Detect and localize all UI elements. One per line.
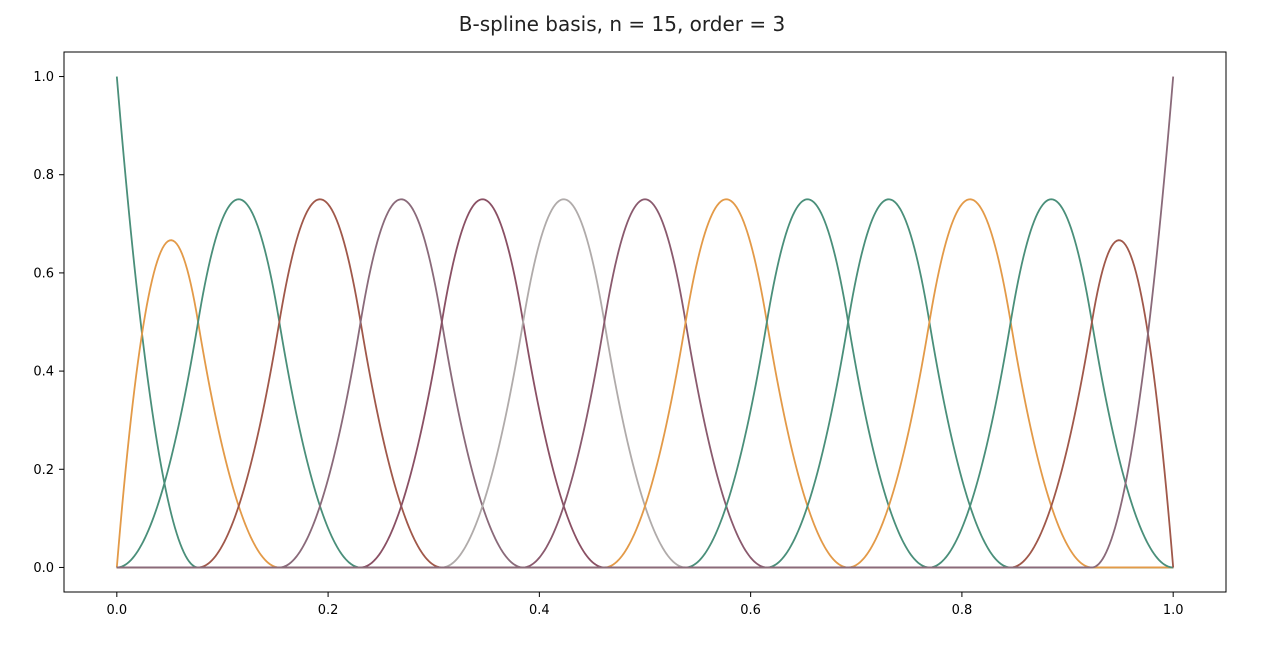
- y-tick-label: 0.8: [33, 168, 54, 183]
- basis-curve-6: [116, 198, 1174, 569]
- y-tick-label: 0.0: [33, 561, 54, 576]
- x-tick-label: 0.8: [952, 603, 973, 618]
- y-tick-label: 1.0: [33, 70, 54, 85]
- x-tick-label: 0.4: [529, 603, 550, 618]
- basis-curve-13: [116, 239, 1175, 569]
- y-tick-label: 0.2: [33, 463, 54, 478]
- basis-curve-10: [116, 198, 1174, 569]
- x-axis-ticks: 0.0 0.2 0.4 0.6 0.8 1.0: [106, 592, 1184, 618]
- y-tick-label: 0.6: [33, 266, 54, 281]
- basis-curve-12: [116, 198, 1174, 569]
- basis-curve-8: [116, 198, 1174, 569]
- axes-frame: [63, 51, 1227, 593]
- basis-curve-2: [116, 198, 1174, 569]
- basis-curve-5: [116, 198, 1174, 569]
- basis-curve-4: [116, 198, 1174, 569]
- basis-curve-0: [115, 76, 1174, 569]
- x-tick-label: 0.2: [318, 603, 339, 618]
- chart-title: B-spline basis, n = 15, order = 3: [458, 12, 786, 36]
- x-tick-label: 0.0: [106, 603, 127, 618]
- basis-curve-3: [116, 198, 1174, 569]
- y-axis-ticks: 0.0 0.2 0.4 0.6 0.8 1.0: [33, 70, 64, 576]
- basis-curves: [115, 76, 1175, 569]
- x-tick-label: 0.6: [740, 603, 761, 618]
- basis-curve-1: [115, 239, 1174, 569]
- x-tick-label: 1.0: [1163, 603, 1184, 618]
- basis-curve-7: [116, 198, 1174, 569]
- basis-curve-11: [116, 198, 1174, 569]
- basis-curve-9: [116, 198, 1174, 569]
- y-tick-label: 0.4: [33, 365, 54, 380]
- basis-curve-14: [116, 76, 1175, 569]
